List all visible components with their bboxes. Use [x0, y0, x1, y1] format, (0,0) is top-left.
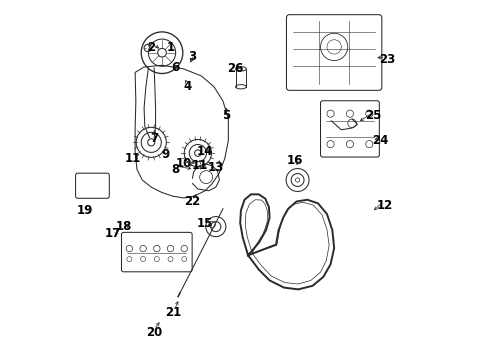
Text: 15: 15 [197, 216, 213, 230]
Text: 13: 13 [207, 161, 224, 174]
Text: 17: 17 [104, 227, 121, 240]
Text: 16: 16 [286, 154, 302, 167]
Text: 4: 4 [183, 80, 191, 93]
Text: 2: 2 [147, 41, 155, 54]
Text: 8: 8 [171, 163, 179, 176]
Text: 14: 14 [197, 145, 213, 158]
Text: 24: 24 [372, 134, 388, 147]
Text: 9: 9 [161, 148, 169, 161]
Text: 21: 21 [164, 306, 181, 319]
Text: 18: 18 [115, 220, 132, 233]
Text: 25: 25 [365, 109, 381, 122]
Text: 22: 22 [184, 195, 200, 208]
Text: 7: 7 [150, 132, 158, 145]
Text: 20: 20 [146, 326, 162, 339]
Text: 6: 6 [171, 60, 180, 73]
Text: 3: 3 [188, 50, 196, 63]
Text: 23: 23 [378, 53, 394, 66]
Text: 11: 11 [191, 159, 207, 172]
Text: 19: 19 [77, 204, 93, 217]
Text: 11: 11 [124, 152, 141, 165]
Text: 10: 10 [175, 157, 191, 170]
Text: 1: 1 [166, 41, 175, 54]
Text: 12: 12 [375, 199, 392, 212]
Text: 26: 26 [227, 62, 243, 75]
Text: 5: 5 [222, 109, 230, 122]
